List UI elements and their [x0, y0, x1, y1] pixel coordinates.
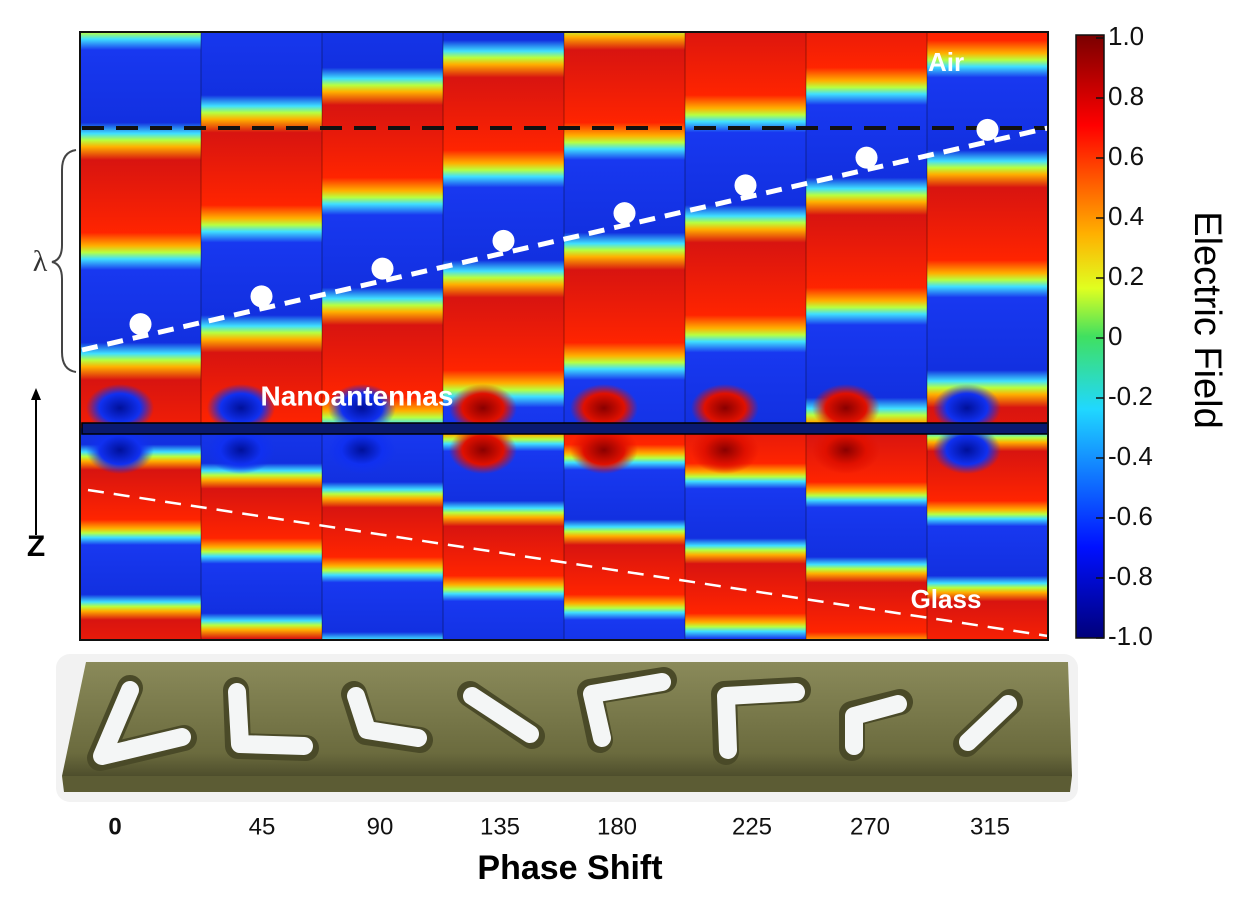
- colorbar-ticks: 1.0 0.8 0.6 0.4 0.2 0 -0.2 -0.4 -0.6 -0.8 -1.0: [1096, 21, 1153, 651]
- plate-top: [62, 662, 1072, 776]
- field-column-air: [80, 32, 201, 428]
- near-field-lobe: [690, 426, 759, 474]
- near-field-lobe: [448, 384, 517, 432]
- antenna-slots: [87, 667, 1023, 771]
- phase-dot: [976, 118, 999, 141]
- colorbar-tick-label: -0.6: [1108, 501, 1153, 531]
- plate-side: [62, 776, 1072, 792]
- phase-label: 0: [108, 813, 121, 840]
- near-field-lobe: [85, 426, 154, 474]
- phase-label: 315: [970, 813, 1010, 840]
- phase-label: 135: [480, 813, 520, 840]
- field-map: [79, 32, 1048, 640]
- near-field-lobe: [932, 426, 1001, 474]
- colorbar-tick-label: 0.4: [1108, 201, 1144, 231]
- colorbar-tick-label: -0.4: [1108, 441, 1153, 471]
- glass-label: Glass: [911, 584, 982, 614]
- metasurface: [56, 654, 1078, 802]
- phase-label: 90: [367, 813, 394, 840]
- phase-dot: [371, 257, 394, 280]
- field-column-air: [685, 32, 806, 428]
- colorbar-tick-label: -1.0: [1108, 621, 1153, 651]
- wavelength-label: λ: [33, 245, 48, 278]
- z-arrowhead: [31, 388, 41, 400]
- field-column-air: [927, 32, 1048, 428]
- air-label: Air: [928, 47, 964, 77]
- antenna-label: Nanoantennas: [261, 380, 454, 411]
- near-field-lobe: [206, 384, 275, 432]
- antenna-plane: [81, 422, 1049, 435]
- near-field-lobe: [811, 426, 880, 474]
- phase-label: 270: [850, 813, 890, 840]
- near-field-lobe: [932, 384, 1001, 432]
- colorbar-tick-label: 0.6: [1108, 141, 1144, 171]
- near-field-lobe: [448, 426, 517, 474]
- near-field-lobe: [327, 426, 396, 474]
- near-field-lobe: [206, 426, 275, 474]
- colorbar-tick-label: -0.8: [1108, 561, 1153, 591]
- glass-wavefront: [87, 488, 1049, 638]
- z-label: Z: [27, 530, 45, 563]
- field-column-air: [564, 32, 685, 428]
- near-field-lobe: [327, 384, 396, 432]
- colorbar-label: Electric Field: [1186, 211, 1228, 429]
- phase-labels: 0 45 90 135 180 225 270 315: [108, 813, 1010, 840]
- near-field-lobe: [690, 384, 759, 432]
- phase-label: 45: [249, 813, 276, 840]
- phase-label: 225: [732, 813, 772, 840]
- colorbar-tick-label: 0.8: [1108, 81, 1144, 111]
- wavefront-line: [81, 125, 1049, 353]
- field-column-air: [806, 32, 927, 428]
- phase-dot: [734, 174, 757, 197]
- colorbar-tick-label: 0.2: [1108, 261, 1144, 291]
- colorbar: [1075, 34, 1105, 639]
- field-column-air: [322, 32, 443, 428]
- near-field-lobe: [569, 384, 638, 432]
- near-field-lobe: [811, 384, 880, 432]
- phase-dot: [250, 285, 273, 308]
- field-frame: [79, 31, 1049, 641]
- near-field-lobe: [569, 426, 638, 474]
- phase-dot: [129, 313, 152, 336]
- near-field-lobe: [85, 384, 154, 432]
- colorbar-tick-label: 1.0: [1108, 21, 1144, 51]
- wavelength-brace: [51, 149, 77, 373]
- phase-dot: [492, 229, 515, 252]
- phase-dot: [613, 202, 636, 225]
- colorbar-tick-label: 0: [1108, 321, 1122, 351]
- field-column-air: [201, 32, 322, 428]
- colorbar-tick-label: -0.2: [1108, 381, 1153, 411]
- phase-label: 180: [597, 813, 637, 840]
- phase-title: Phase Shift: [477, 849, 662, 887]
- phase-dot: [855, 146, 878, 169]
